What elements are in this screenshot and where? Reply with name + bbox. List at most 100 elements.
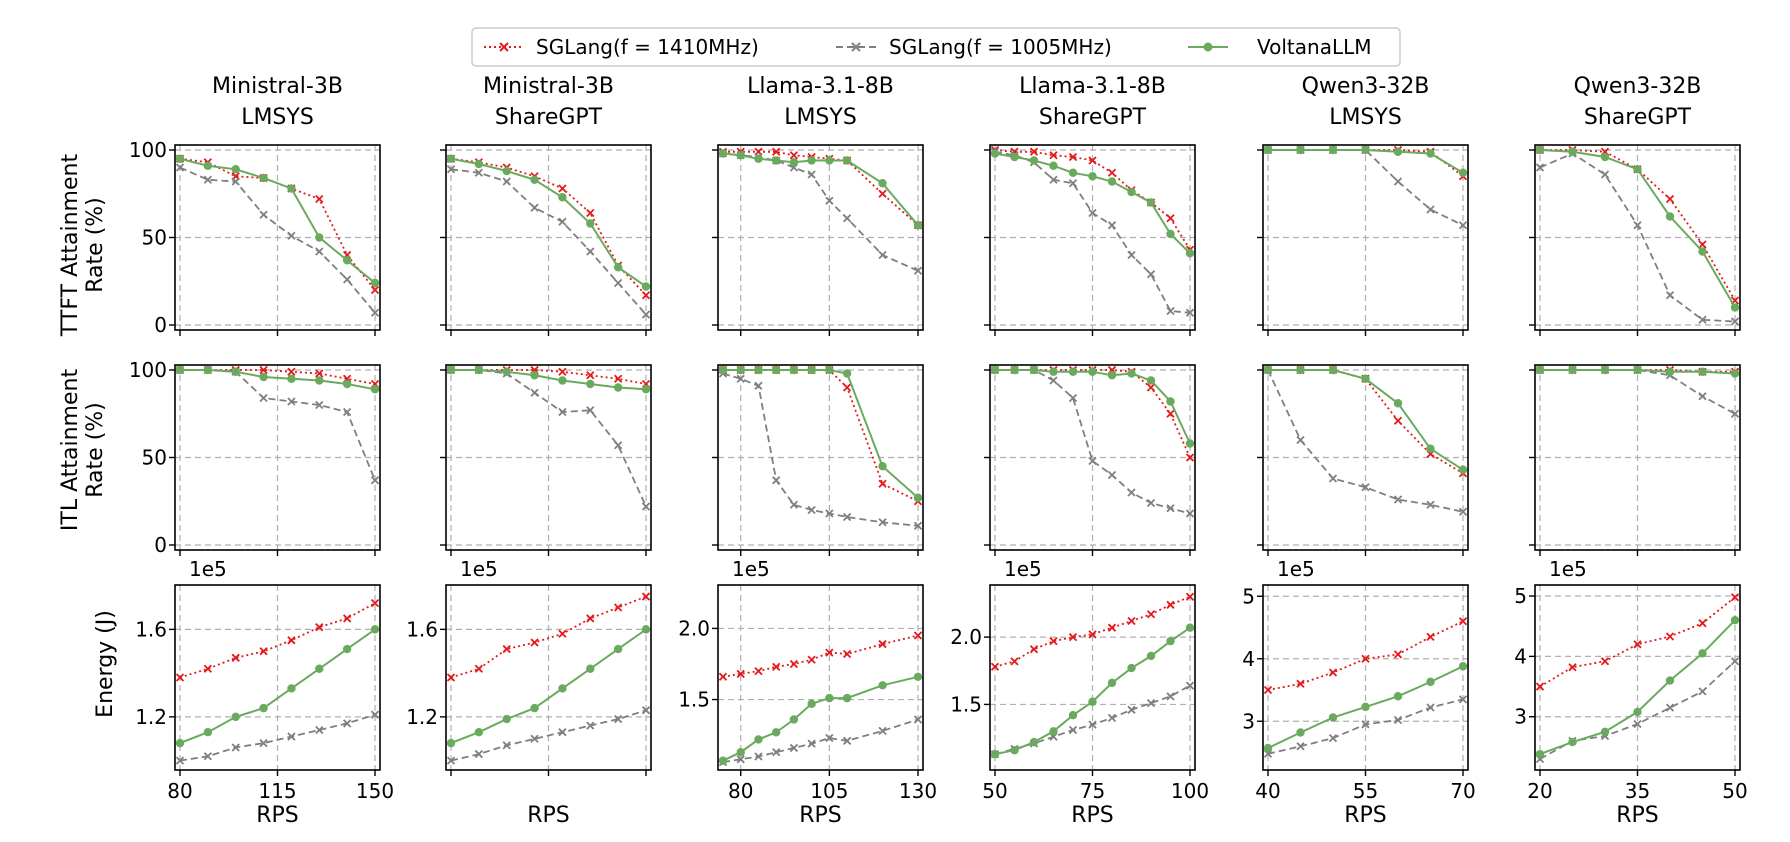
y-tick-label: 1.5: [950, 692, 982, 716]
data-point-voltanallm: [1665, 676, 1675, 685]
data-point-voltanallm: [1328, 145, 1338, 155]
data-point-sglang-1005: [754, 381, 763, 390]
data-point-voltanallm: [1426, 444, 1435, 453]
data-point-voltanallm: [315, 376, 324, 385]
data-point-sglang-1005: [259, 210, 268, 219]
data-point-sglang-1410: [231, 653, 240, 662]
data-point-voltanallm: [1600, 365, 1610, 375]
data-point-sglang-1005: [1458, 221, 1468, 230]
data-point-sglang-1005: [1127, 488, 1136, 497]
data-point-sglang-1410: [1426, 632, 1435, 642]
y-tick-label: 1.2: [406, 705, 438, 729]
data-point-voltanallm: [231, 165, 240, 174]
x-tick-label: 80: [728, 779, 753, 803]
y-tick-label: 5: [1514, 584, 1527, 608]
data-point-voltanallm: [1393, 692, 1403, 701]
data-point-sglang-1005: [772, 748, 781, 757]
data-point-sglang-1005: [825, 196, 834, 205]
legend-entry-sglang-1410: SGLang(f = 1410MHz): [484, 35, 759, 59]
data-point-sglang-1410: [878, 639, 887, 649]
data-point-voltanallm: [641, 282, 651, 291]
data-point-sglang-1005: [789, 743, 799, 753]
data-point-sglang-1005: [913, 715, 923, 724]
x-tick-label: 40: [1255, 779, 1280, 803]
data-point-sglang-1005: [175, 756, 185, 765]
data-point-sglang-1005: [1633, 221, 1642, 230]
series-line-sglang-1005: [451, 369, 647, 507]
data-point-sglang-1005: [231, 743, 240, 752]
panel-title-dataset: ShareGPT: [1584, 105, 1692, 130]
x-tick-label: 50: [1722, 779, 1747, 803]
energy-row-label: Energy (J): [93, 610, 118, 718]
panel-column-1: Ministral-3B LMSYS 0 50 100 0 50 100 1e5 1.2 1.6 80…: [129, 74, 394, 828]
x-axis-label: RPS: [1344, 803, 1387, 828]
legend-marker-sglang-1410: [499, 42, 509, 52]
data-point-sglang-1005: [530, 203, 539, 212]
ttft-panel: [440, 144, 652, 336]
data-point-sglang-1005: [1393, 177, 1403, 186]
data-point-voltanallm: [502, 714, 511, 724]
data-point-voltanallm: [1730, 615, 1740, 625]
x-tick-label: 115: [258, 779, 296, 803]
data-point-sglang-1410: [586, 371, 595, 380]
data-point-sglang-1410: [558, 184, 567, 193]
series-line-sglang-1410: [995, 369, 1191, 458]
y-tick-label: 4: [1242, 647, 1255, 671]
data-point-voltanallm: [586, 379, 595, 389]
data-point-voltanallm: [203, 161, 213, 170]
data-point-sglang-1410: [1107, 168, 1117, 177]
data-point-sglang-1005: [1088, 456, 1097, 466]
data-point-sglang-1005: [315, 400, 324, 410]
x-axis-label: RPS: [1071, 803, 1114, 828]
data-point-voltanallm: [789, 715, 799, 724]
ttft-panel: [984, 144, 1196, 336]
y-tick-label: 4: [1514, 644, 1527, 668]
axes-frame: [717, 584, 924, 771]
data-point-voltanallm: [789, 365, 799, 375]
data-point-sglang-1410: [315, 623, 324, 632]
data-point-voltanallm: [736, 151, 745, 160]
data-point-voltanallm: [1146, 651, 1156, 661]
data-point-sglang-1005: [586, 721, 595, 730]
data-point-sglang-1410: [1185, 592, 1195, 601]
data-point-voltanallm: [1633, 365, 1642, 375]
data-point-sglang-1410: [807, 655, 816, 664]
x-tick-label: 20: [1527, 779, 1552, 803]
data-point-sglang-1005: [1049, 376, 1058, 385]
energy-axis-exponent: 1e5: [460, 557, 498, 581]
data-point-sglang-1410: [1535, 682, 1545, 691]
data-point-sglang-1005: [1166, 692, 1175, 701]
data-point-voltanallm: [1068, 367, 1078, 376]
legend-label-sglang-1410: SGLang(f = 1410MHz): [536, 35, 759, 59]
data-point-sglang-1005: [641, 706, 651, 715]
legend-marker-voltanallm: [1203, 42, 1213, 52]
data-point-sglang-1410: [825, 648, 834, 657]
data-point-sglang-1410: [1146, 610, 1156, 619]
data-point-sglang-1005: [1185, 509, 1195, 518]
data-point-sglang-1410: [754, 666, 763, 676]
data-point-voltanallm: [175, 154, 185, 163]
data-point-voltanallm: [530, 371, 539, 380]
data-point-voltanallm: [1328, 713, 1338, 722]
data-point-voltanallm: [771, 728, 781, 737]
data-point-sglang-1410: [614, 374, 623, 383]
data-point-voltanallm: [1185, 249, 1195, 258]
x-tick-label: 80: [167, 779, 192, 803]
data-point-sglang-1410: [1698, 240, 1707, 249]
energy-axis-exponent: 1e5: [1277, 557, 1315, 581]
data-point-voltanallm: [878, 681, 887, 690]
data-point-sglang-1005: [1730, 317, 1740, 326]
data-point-sglang-1005: [1296, 435, 1305, 445]
y-tick-label: 3: [1242, 709, 1255, 733]
data-point-sglang-1410: [1010, 657, 1019, 666]
data-point-sglang-1005: [1166, 306, 1175, 316]
data-point-voltanallm: [1263, 743, 1273, 753]
ttft-panel: [712, 144, 924, 336]
data-point-voltanallm: [1029, 365, 1039, 375]
data-point-sglang-1005: [315, 247, 324, 256]
data-point-sglang-1005: [878, 250, 887, 260]
data-point-sglang-1005: [1361, 720, 1370, 729]
x-tick-label: 105: [810, 779, 848, 803]
x-tick-label: 70: [1450, 779, 1475, 803]
data-point-voltanallm: [990, 750, 1000, 759]
